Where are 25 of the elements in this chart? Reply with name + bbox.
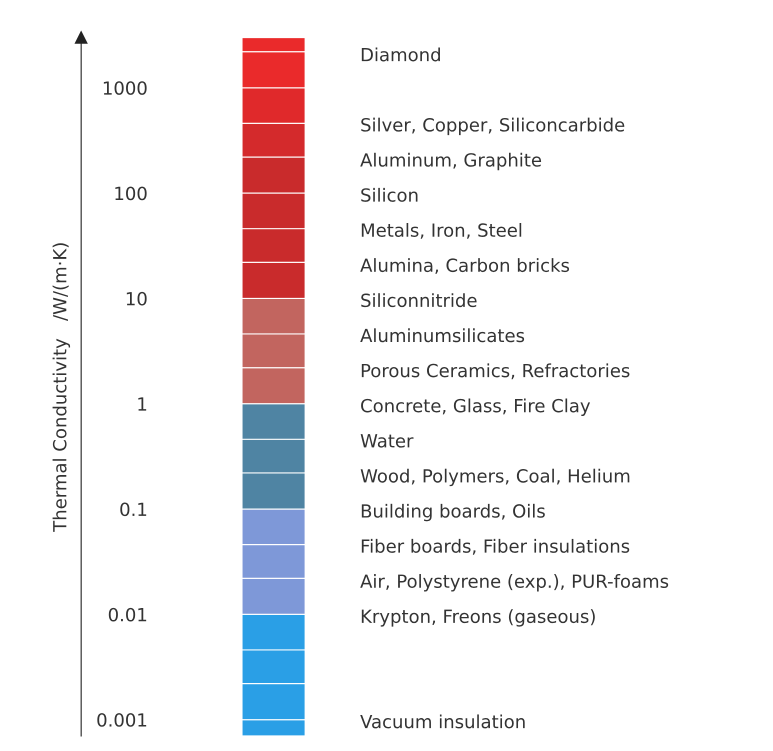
annotation: Wood, Polymers, Coal, Helium [360,468,630,486]
annotation: Alumina, Carbon bricks [360,258,570,274]
annotation: Aluminum, Graphite [360,152,542,170]
y-tick-label: 0.001 [97,713,146,727]
y-tick-label: 1000 [104,81,147,95]
y-axis-title: Thermal Conductivity /W/(m·K) [52,243,70,532]
annotation: Metals, Iron, Steel [362,222,522,239]
annotation: Air, Polystyrene (exp.), PUR-foams [360,574,668,592]
annotation: Krypton, Freons (gaseous) [362,609,595,627]
annotation: Fiber boards, Fiber insulations [362,538,630,555]
y-tick-label: 1 [138,397,146,411]
y-tick-label: 0.01 [108,608,146,622]
annotation: Porous Ceramics, Refractories [362,363,630,380]
annotation: Vacuum insulation [360,714,525,728]
annotation: Siliconnitride [361,293,477,308]
annotation: Silicon [361,188,418,202]
y-tick-label: 10 [126,292,147,306]
annotation: Building boards, Oils [362,504,545,522]
annotation: Diamond [362,47,440,62]
annotation: Concrete, Glass, Fire Clay [361,398,590,416]
annotation: Silver, Copper, Siliconcarbide [361,118,624,136]
y-tick-label: 0.1 [120,502,146,516]
y-tick-label: 100 [115,186,147,200]
annotation: Aluminumsilicates [360,328,524,342]
annotation: Water [360,434,414,448]
